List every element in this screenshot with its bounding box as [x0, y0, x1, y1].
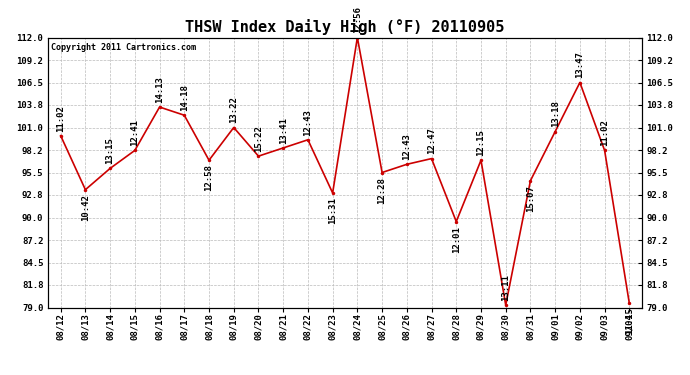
Text: 11:15: 11:15 [625, 308, 634, 334]
Text: 15:31: 15:31 [328, 197, 337, 224]
Text: 13:15: 13:15 [106, 137, 115, 164]
Text: 15:22: 15:22 [254, 125, 263, 152]
Text: 12:47: 12:47 [427, 128, 436, 154]
Text: 13:22: 13:22 [229, 96, 238, 123]
Text: 11:02: 11:02 [600, 119, 609, 146]
Text: 13:11: 13:11 [501, 274, 510, 301]
Text: 12:15: 12:15 [477, 129, 486, 156]
Text: 12:28: 12:28 [377, 177, 386, 204]
Text: Copyright 2011 Cartronics.com: Copyright 2011 Cartronics.com [51, 43, 196, 52]
Text: 13:47: 13:47 [575, 51, 584, 78]
Text: 12:43: 12:43 [304, 109, 313, 136]
Text: 12:41: 12:41 [130, 119, 139, 146]
Text: 13:18: 13:18 [551, 100, 560, 128]
Text: 14:18: 14:18 [180, 84, 189, 111]
Text: 14:13: 14:13 [155, 76, 164, 103]
Text: 15:07: 15:07 [526, 185, 535, 212]
Text: 12:58: 12:58 [204, 164, 213, 191]
Text: 11:02: 11:02 [56, 105, 65, 132]
Text: 12:01: 12:01 [452, 226, 461, 253]
Text: 12:43: 12:43 [402, 133, 411, 160]
Text: 10:42: 10:42 [81, 194, 90, 221]
Text: 13:41: 13:41 [279, 117, 288, 144]
Title: THSW Index Daily High (°F) 20110905: THSW Index Daily High (°F) 20110905 [186, 19, 504, 35]
Text: 12:56: 12:56 [353, 6, 362, 33]
